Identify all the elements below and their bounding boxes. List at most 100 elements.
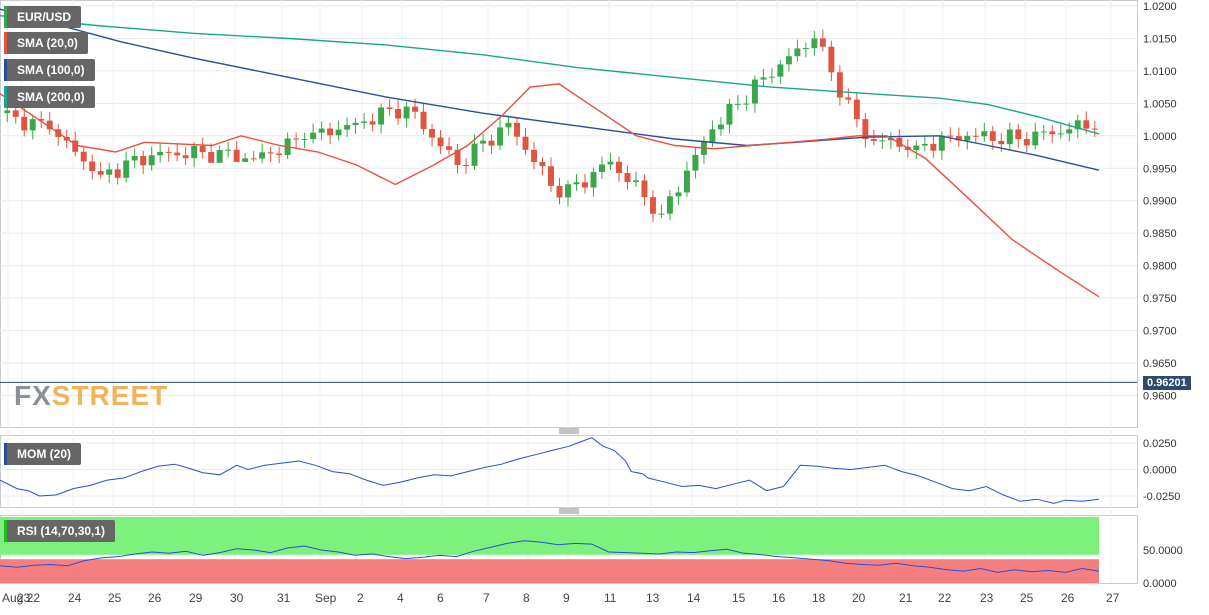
candle-body	[879, 140, 886, 142]
sma-20-line	[0, 83, 1100, 298]
candle-body	[471, 143, 478, 166]
candle-body	[887, 137, 894, 141]
legend-sma-200-label: SMA (200,0)	[17, 90, 85, 104]
x-tick-label: 26	[148, 591, 162, 605]
legend-sma-20[interactable]: SMA (20,0)	[4, 32, 88, 54]
x-tick-label: 2	[357, 591, 364, 605]
candle-body	[760, 77, 767, 80]
legend-mom[interactable]: MOM (20)	[4, 443, 81, 465]
candle-body	[480, 140, 487, 144]
candle-body	[12, 110, 19, 117]
candle-body	[446, 146, 453, 150]
panel-frame-1	[0, 0, 1138, 428]
legend-sma-20-label: SMA (20,0)	[17, 36, 78, 50]
mom-line	[0, 437, 1100, 504]
candle-body	[225, 149, 232, 151]
x-tick-label: 9	[563, 591, 570, 605]
candle-body	[327, 128, 334, 136]
candle-body	[497, 127, 503, 146]
candle-body	[182, 155, 189, 159]
candle-body	[938, 135, 945, 151]
legend-rsi[interactable]: RSI (14,70,30,1)	[4, 520, 116, 542]
candle-body	[802, 48, 809, 50]
legend-swatch-symbol	[4, 6, 7, 28]
current-price-tag: 0.96201	[1143, 376, 1191, 390]
candle-body	[658, 213, 665, 215]
price-tick-label: 0.9750	[1143, 293, 1177, 305]
rsi-tick-label: 0.0000	[1143, 578, 1177, 590]
candle-body	[267, 152, 274, 154]
candle-body	[692, 154, 699, 171]
legend-rsi-label: RSI (14,70,30,1)	[17, 524, 106, 538]
mom-tick-label: 0.0000	[1143, 465, 1177, 477]
legend-sma-100[interactable]: SMA (100,0)	[4, 59, 95, 81]
rsi-oversold-zone	[0, 559, 1099, 583]
candle-body	[1040, 131, 1047, 133]
candle-body	[828, 46, 835, 73]
candle-body	[947, 135, 954, 137]
legend-swatch-rsi	[4, 520, 7, 542]
candle-body	[981, 131, 988, 137]
candle-body	[845, 97, 852, 100]
candle-body	[913, 145, 920, 151]
candle-body	[420, 111, 427, 129]
candle-body	[250, 158, 257, 160]
candle-body	[505, 122, 512, 128]
candle-body	[1074, 120, 1081, 130]
candle-body	[259, 152, 266, 159]
candle-body	[412, 106, 419, 112]
candle-body	[794, 48, 801, 57]
candle-body	[930, 143, 937, 151]
candle-body	[1049, 131, 1056, 135]
x-tick-label: 7	[483, 591, 490, 605]
candle-body	[216, 150, 223, 163]
candle-body	[632, 180, 639, 183]
x-tick-label: 25	[1020, 591, 1034, 605]
x-tick-label: 22	[938, 591, 952, 605]
candle-body	[573, 182, 580, 185]
candle-body	[514, 122, 520, 137]
price-tick-label: 0.9800	[1143, 261, 1177, 273]
candle-body	[972, 135, 979, 137]
candle-body	[683, 170, 690, 193]
candle-body	[1015, 129, 1022, 140]
candle-body	[1032, 131, 1039, 146]
legend-sma-200[interactable]: SMA (200,0)	[4, 86, 95, 108]
candle-body	[599, 164, 605, 172]
price-tick-label: 0.9950	[1143, 163, 1177, 175]
candle-body	[1083, 120, 1090, 129]
candle-body	[148, 155, 155, 166]
candle-body	[352, 122, 359, 126]
candle-body	[378, 107, 385, 125]
legend-mom-label: MOM (20)	[17, 447, 71, 461]
candle-body	[199, 145, 206, 153]
candle-body	[624, 172, 631, 183]
candle-body	[361, 121, 368, 123]
candle-body	[649, 197, 656, 214]
fxstreet-logo: FXSTREET	[14, 380, 169, 411]
price-tick-label: 1.0150	[1143, 33, 1177, 45]
legend-symbol[interactable]: EUR/USD	[4, 6, 82, 28]
price-tick-label: 0.9700	[1143, 326, 1177, 338]
candle-body	[565, 184, 571, 198]
candle-body	[157, 151, 164, 156]
candle-body	[743, 103, 750, 105]
candle-body	[80, 151, 87, 162]
candle-body	[21, 116, 28, 131]
candle-body	[335, 129, 342, 136]
price-tick-label: 1.0000	[1143, 131, 1177, 143]
candle-body	[751, 79, 758, 104]
rsi-overbought-zone	[0, 517, 1099, 555]
candle-body	[777, 64, 784, 77]
rsi-line	[0, 540, 1100, 573]
rsi-tick-label: 50.0000	[1143, 545, 1183, 557]
candle-body	[318, 128, 325, 133]
candle-body	[386, 107, 393, 109]
x-tick-label: 13	[646, 591, 660, 605]
candle-body	[811, 38, 818, 49]
candle-body	[403, 106, 410, 119]
legend-swatch-sma-20	[4, 32, 7, 54]
candle-body	[1057, 133, 1064, 135]
